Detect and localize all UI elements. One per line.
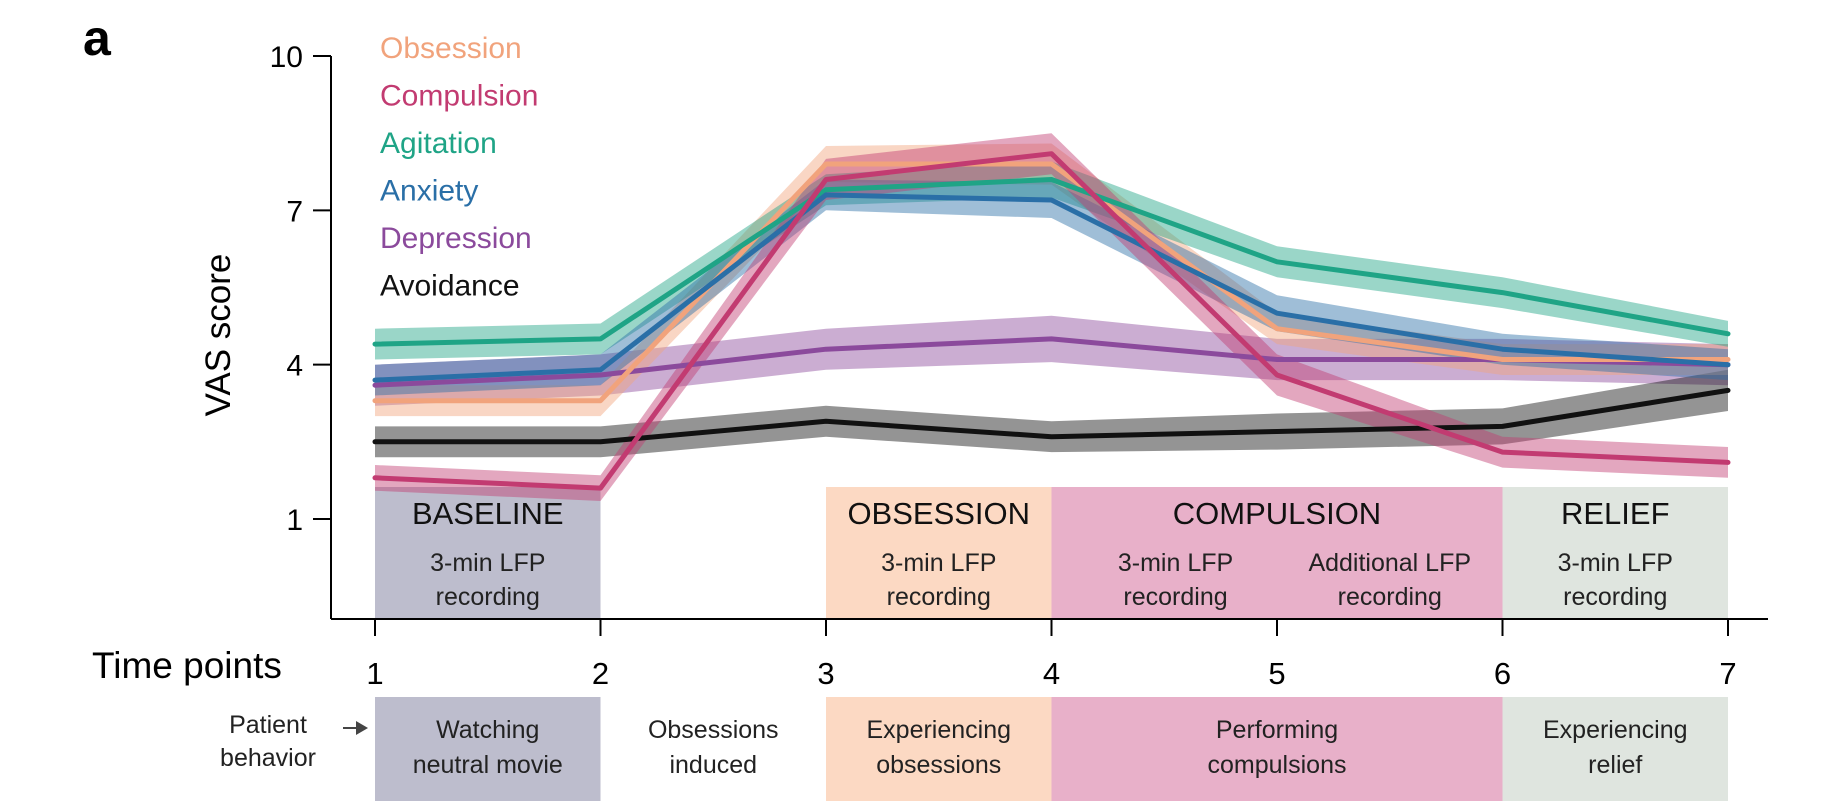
phase-sub-1: 3-min LFP recording: [881, 549, 996, 611]
y-tick-label-1: 1: [286, 504, 303, 537]
phase-title-0: BASELINE: [412, 496, 564, 531]
behavior-text-0: Watching neutral movie: [413, 716, 563, 779]
behavior-row: Watching neutral movie Obsessions induced Ex…: [220, 697, 1728, 801]
x-tick-label-6: 6: [1494, 656, 1511, 691]
phase-sub-0: 3-min LFP recording: [430, 549, 545, 611]
behavior-box-2: [826, 697, 1052, 801]
x-axis-title: Time points: [92, 645, 282, 686]
line-agitation: [372, 177, 1731, 347]
legend-item-compulsion: Compulsion: [380, 80, 538, 113]
behavior-box-0: [375, 697, 601, 801]
behavior-text-4: Experiencing relief: [1543, 716, 1688, 779]
line-obsession: [372, 161, 1731, 404]
phase-boxes: [375, 487, 1728, 619]
phase-labels: BASELINE 3-min LFP recording OBSESSION 3-min…: [412, 496, 1673, 611]
line-avoidance: [372, 387, 1731, 445]
phase-box-3: [1502, 487, 1728, 619]
phase-title-1: OBSESSION: [847, 496, 1030, 531]
line-anxiety: [372, 192, 1731, 383]
phase-sub-3: 3-min LFP recording: [1558, 549, 1673, 611]
behavior-arrow-head: [356, 721, 368, 735]
x-tick-label-1: 1: [366, 656, 383, 691]
behavior-box-3: [1051, 697, 1503, 801]
legend-item-anxiety: Anxiety: [380, 175, 478, 208]
x-tick-label-7: 7: [1719, 656, 1736, 691]
behavior-text-2: Experiencing obsessions: [866, 716, 1011, 779]
band-depression: [375, 315, 1728, 406]
axes: 1 4 7 10 1 2 3 4 5 6 7: [270, 41, 1768, 691]
y-tick-label-4: 4: [286, 350, 303, 383]
band-obsession: [375, 143, 1728, 417]
phase-title-2: COMPULSION: [1173, 496, 1381, 531]
band-compulsion: [375, 133, 1728, 501]
panel-letter: a: [83, 10, 112, 66]
phase-box-0: [375, 487, 601, 619]
behavior-box-1: [600, 697, 826, 801]
phase-sub-2-1: Additional LFP recording: [1308, 549, 1471, 611]
x-tick-label-5: 5: [1268, 656, 1285, 691]
x-tick-label-2: 2: [592, 656, 609, 691]
y-axis-title: VAS score: [199, 254, 238, 417]
x-tick-label-3: 3: [817, 656, 834, 691]
y-tick-label-10: 10: [270, 41, 303, 74]
legend-item-avoidance: Avoidance: [380, 270, 520, 303]
behavior-label: Patient behavior: [220, 711, 316, 772]
legend-item-agitation: Agitation: [380, 127, 497, 160]
phase-box-2: [1051, 487, 1503, 619]
line-compulsion: [372, 151, 1731, 491]
x-tick-label-4: 4: [1043, 656, 1060, 691]
legend-item-depression: Depression: [380, 222, 532, 255]
phase-box-1: [826, 487, 1052, 619]
phase-sub-2-0: 3-min LFP recording: [1118, 549, 1233, 611]
behavior-box-4: [1502, 697, 1728, 801]
legend-item-obsession: Obsession: [380, 32, 522, 65]
legend: Obsession Compulsion Agitation Anxiety Depre…: [380, 32, 538, 303]
band-anxiety: [375, 179, 1728, 396]
behavior-text-3: Performing compulsions: [1208, 716, 1347, 779]
behavior-text-1: Obsessions induced: [648, 716, 779, 779]
band-avoidance: [375, 369, 1728, 458]
series-lines: [372, 151, 1731, 491]
confidence-bands: [375, 133, 1728, 501]
phase-title-3: RELIEF: [1561, 496, 1670, 531]
y-tick-label-7: 7: [286, 195, 303, 228]
